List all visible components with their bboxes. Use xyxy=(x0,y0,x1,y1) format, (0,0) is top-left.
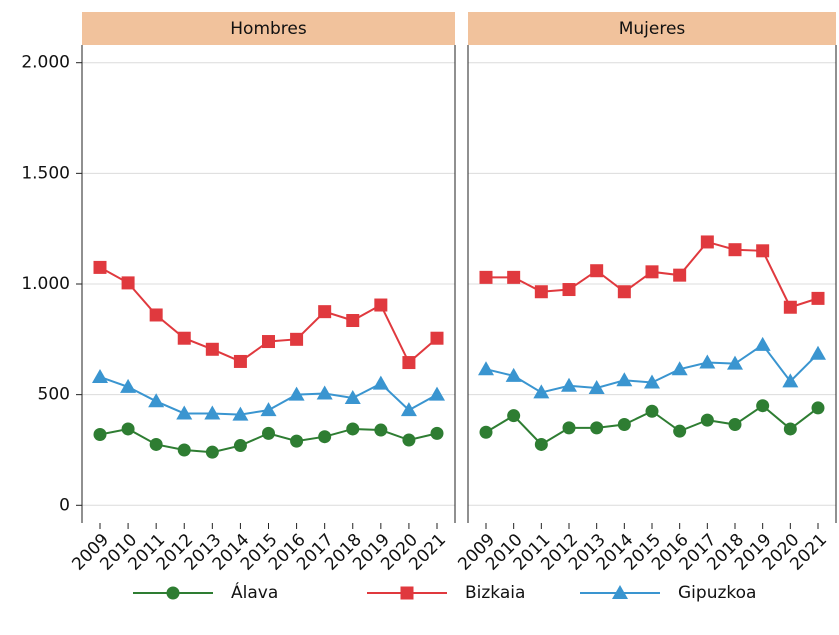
panel-title: Hombres xyxy=(230,19,307,39)
marker xyxy=(811,291,825,305)
marker xyxy=(346,314,360,328)
marker xyxy=(756,399,770,413)
marker xyxy=(346,422,360,436)
marker xyxy=(121,422,135,436)
y-tick-label: 500 xyxy=(38,385,70,405)
marker xyxy=(507,270,521,284)
marker xyxy=(810,345,826,360)
legend-label: Bizkaia xyxy=(465,583,525,603)
marker xyxy=(728,243,742,257)
marker xyxy=(590,264,604,278)
legend-label: Álava xyxy=(231,581,278,603)
panel-strip xyxy=(82,12,455,45)
marker xyxy=(232,406,249,421)
marker xyxy=(727,355,743,370)
marker xyxy=(374,298,388,312)
marker xyxy=(429,386,445,401)
marker xyxy=(233,354,247,368)
marker xyxy=(782,373,799,388)
y-tick-label: 2.000 xyxy=(21,53,70,73)
marker xyxy=(756,244,770,258)
marker xyxy=(290,434,304,448)
marker xyxy=(728,418,742,432)
marker xyxy=(699,354,716,369)
marker xyxy=(372,375,389,390)
marker xyxy=(93,427,107,441)
marker xyxy=(673,424,687,438)
legend-marker xyxy=(612,585,628,599)
y-tick-label: 1.500 xyxy=(21,163,70,183)
marker xyxy=(533,384,550,399)
marker xyxy=(671,361,688,376)
marker xyxy=(402,433,416,447)
marker xyxy=(316,385,333,400)
marker xyxy=(92,368,108,383)
marker xyxy=(177,331,191,345)
marker xyxy=(617,418,631,432)
marker xyxy=(588,380,605,395)
y-tick-label: 1.000 xyxy=(21,274,70,294)
marker xyxy=(811,401,825,415)
marker xyxy=(430,426,444,440)
marker xyxy=(562,283,576,297)
panel-strip xyxy=(468,12,836,45)
marker xyxy=(260,402,277,417)
marker xyxy=(754,336,771,351)
marker xyxy=(400,402,417,417)
marker xyxy=(318,305,332,319)
marker xyxy=(505,367,522,382)
marker xyxy=(374,423,388,437)
marker xyxy=(645,265,659,279)
panel-title: Mujeres xyxy=(619,19,686,39)
legend-marker xyxy=(400,586,414,600)
marker xyxy=(149,308,163,322)
marker xyxy=(561,377,577,392)
marker xyxy=(93,260,107,274)
marker xyxy=(318,430,332,444)
marker xyxy=(590,421,604,435)
marker xyxy=(534,285,548,299)
y-tick-label: 0 xyxy=(59,495,70,515)
legend-label: Gipuzkoa xyxy=(678,583,756,603)
marker xyxy=(205,445,219,459)
marker xyxy=(507,409,521,423)
marker xyxy=(430,331,444,345)
marker xyxy=(262,426,275,440)
marker xyxy=(176,405,193,420)
marker xyxy=(204,405,221,420)
marker xyxy=(644,374,660,389)
marker xyxy=(534,437,548,451)
marker xyxy=(205,342,219,356)
marker xyxy=(617,285,631,299)
marker xyxy=(673,268,687,282)
marker xyxy=(344,389,361,404)
legend-marker xyxy=(166,586,180,600)
marker xyxy=(290,332,304,346)
marker xyxy=(288,386,305,401)
marker xyxy=(148,393,165,408)
marker xyxy=(645,404,659,418)
marker xyxy=(149,437,163,451)
marker xyxy=(479,425,493,439)
marker xyxy=(479,270,493,284)
marker xyxy=(402,356,416,370)
marker xyxy=(783,300,797,314)
marker xyxy=(233,439,247,453)
marker xyxy=(120,378,137,393)
marker xyxy=(700,235,714,249)
marker xyxy=(783,422,797,436)
marker xyxy=(177,443,191,457)
marker xyxy=(700,413,714,427)
marker xyxy=(262,335,275,349)
marker xyxy=(121,276,135,290)
marker xyxy=(562,421,576,435)
marker xyxy=(478,361,494,376)
marker xyxy=(616,372,633,387)
